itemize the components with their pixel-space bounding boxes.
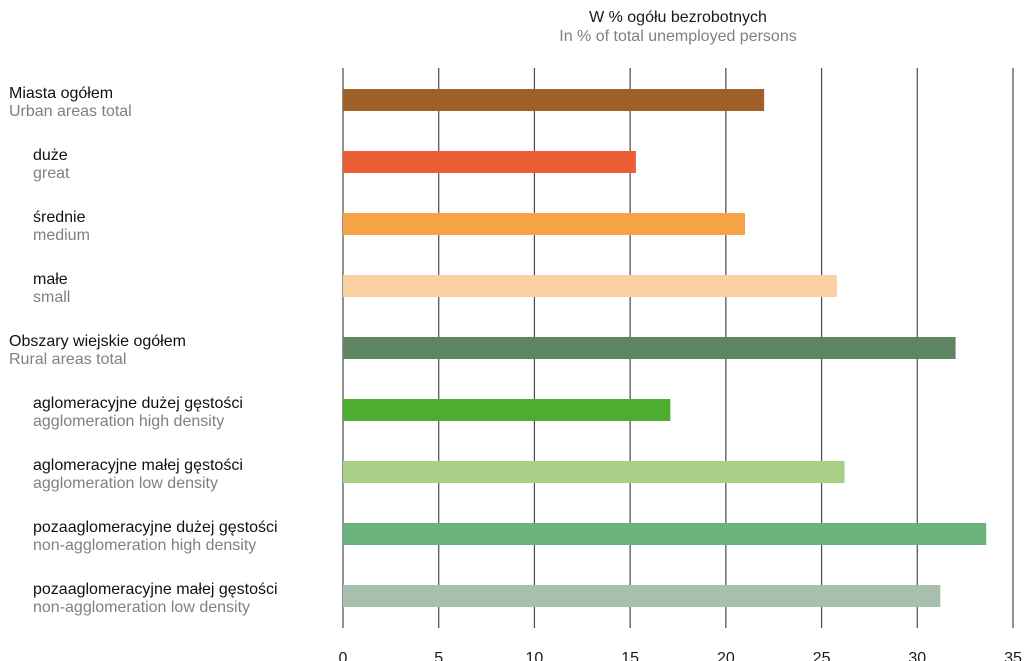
bar [343, 399, 671, 421]
chart-title-pl: W % ogółu bezrobotnych [589, 9, 767, 26]
category-label-pl: aglomeracyjne dużej gęstości [33, 395, 243, 412]
category-label-en: agglomeration high density [33, 413, 224, 430]
category-label-en: small [33, 289, 70, 306]
bar [343, 89, 765, 111]
category-label-en: Urban areas total [9, 103, 132, 120]
x-tick-labels: 0 5 10 15 20 25 30 35 [339, 650, 1022, 661]
x-tick-label: 25 [813, 650, 831, 661]
category-label-en: medium [33, 227, 90, 244]
bar [343, 275, 837, 297]
x-tick-label: 5 [434, 650, 443, 661]
x-tick-label: 30 [908, 650, 926, 661]
category-label-en: great [33, 165, 70, 182]
category-label-pl: małe [33, 271, 68, 288]
x-tick-label: 10 [526, 650, 544, 661]
category-label-pl: średnie [33, 209, 86, 226]
category-label-pl: pozaaglomeracyjne małej gęstości [33, 581, 278, 598]
x-tick-label: 35 [1004, 650, 1022, 661]
chart-subtitle-en: In % of total unemployed persons [559, 28, 797, 45]
x-tick-label: 15 [621, 650, 639, 661]
chart-title: W % ogółu bezrobotnych In % of total une… [343, 8, 1013, 46]
category-label-pl: duże [33, 147, 68, 164]
bar [343, 337, 956, 359]
bar [343, 151, 636, 173]
category-label-pl: Obszary wiejskie ogółem [9, 333, 186, 350]
x-tick-label: 20 [717, 650, 735, 661]
bar [343, 585, 941, 607]
x-tick-label: 0 [339, 650, 348, 661]
bars [343, 89, 987, 607]
category-label-en: non-agglomeration high density [33, 537, 256, 554]
category-label-en: agglomeration low density [33, 475, 218, 492]
bar [343, 213, 745, 235]
bar [343, 523, 987, 545]
category-label-pl: aglomeracyjne małej gęstości [33, 457, 243, 474]
category-label-pl: pozaaglomeracyjne dużej gęstości [33, 519, 278, 536]
bar [343, 461, 845, 483]
category-label-pl: Miasta ogółem [9, 85, 113, 102]
category-label-en: non-agglomeration low density [33, 599, 250, 616]
category-label-en: Rural areas total [9, 351, 126, 368]
